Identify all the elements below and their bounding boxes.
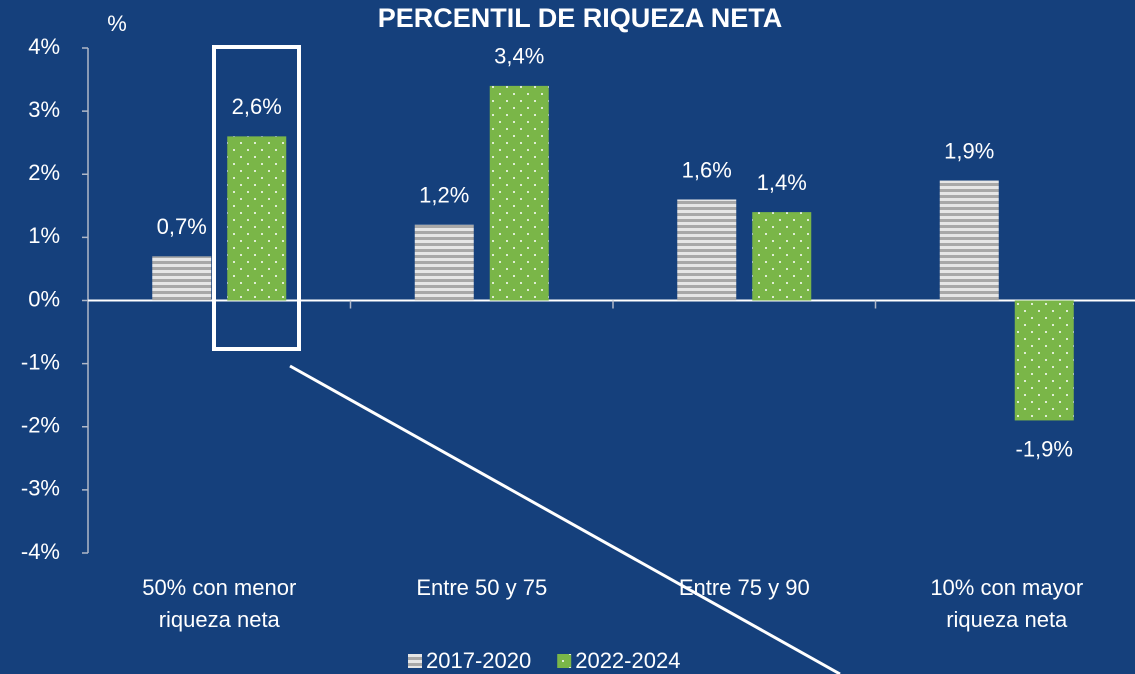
y-tick-label: -4% <box>21 539 60 564</box>
bar <box>677 199 737 301</box>
x-tick-label: Entre 75 y 90 <box>678 575 810 600</box>
y-tick-label: -1% <box>21 349 60 374</box>
legend-label: 2017-2020 <box>426 648 531 673</box>
y-tick-label: 0% <box>28 286 60 311</box>
bar <box>939 180 999 301</box>
legend-swatch <box>557 654 572 668</box>
chart-title: PERCENTIL DE RIQUEZA NETA <box>378 3 783 33</box>
y-axis-label: % <box>107 11 127 36</box>
x-tick-label: 10% con mayor riqueza neta <box>930 575 1084 632</box>
data-label: 2,6% <box>232 94 282 119</box>
data-label: 1,6% <box>682 157 732 182</box>
y-tick-label: 1% <box>28 223 60 248</box>
data-label: 3,4% <box>494 44 544 69</box>
legend-swatch <box>408 654 422 668</box>
legend-label: 2022-2024 <box>575 648 680 673</box>
bar <box>752 212 812 301</box>
bar <box>414 224 474 301</box>
data-label: 1,2% <box>419 183 469 208</box>
x-tick-label: Entre 50 y 75 <box>416 575 548 600</box>
y-tick-label: 3% <box>28 97 60 122</box>
data-label: 0,7% <box>157 214 207 239</box>
x-tick-label: 50% con menor riqueza neta <box>142 575 297 632</box>
highlight-box <box>212 45 301 351</box>
bar <box>227 136 287 301</box>
y-tick-label: -3% <box>21 476 60 501</box>
bar <box>1014 300 1074 421</box>
callout-line <box>289 364 841 674</box>
data-label: 1,4% <box>757 170 807 195</box>
y-tick-label: 2% <box>28 160 60 185</box>
data-label: -1,9% <box>1016 436 1073 461</box>
y-tick-label: 4% <box>28 34 60 59</box>
y-tick-label: -2% <box>21 413 60 438</box>
bar <box>152 256 212 301</box>
bar <box>489 85 549 301</box>
data-label: 1,9% <box>944 138 994 163</box>
